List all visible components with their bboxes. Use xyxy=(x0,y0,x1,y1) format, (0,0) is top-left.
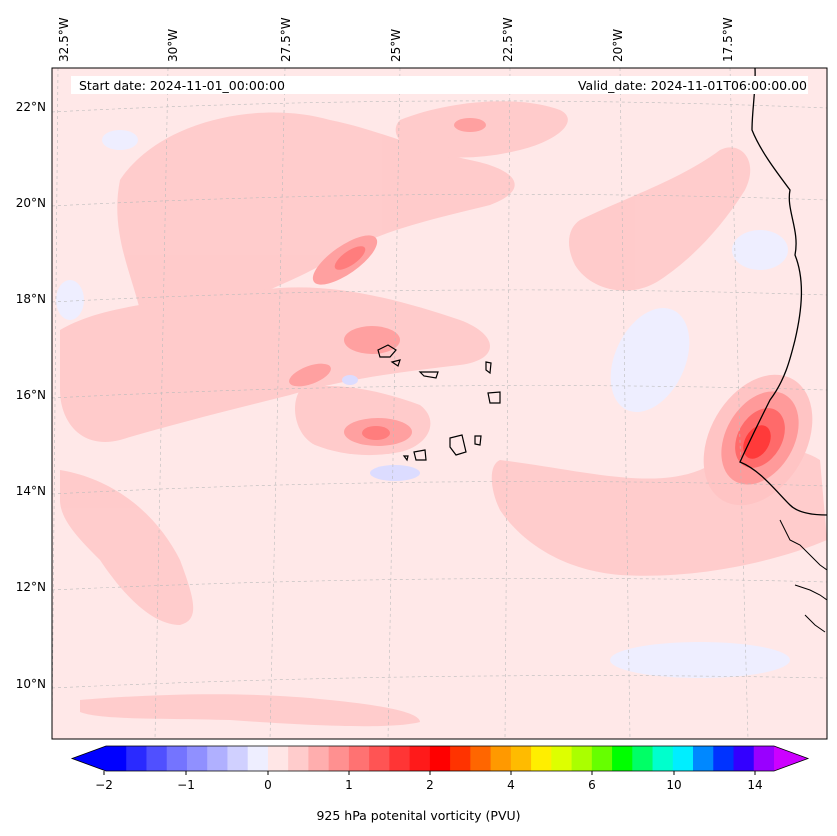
colorbar-segment xyxy=(146,746,168,771)
colorbar-segment xyxy=(186,746,208,771)
colorbar-segment xyxy=(227,746,249,771)
lat-label: 12°N xyxy=(16,580,46,594)
colorbar-segment xyxy=(389,746,411,771)
lat-label: 18°N xyxy=(16,292,46,306)
colorbar-tick-label: 6 xyxy=(588,778,596,792)
colorbar-under-arrow xyxy=(72,746,106,771)
colorbar-segment xyxy=(713,746,735,771)
africa-coastline xyxy=(739,68,827,516)
lat-label: 16°N xyxy=(16,388,46,402)
colorbar-ticks: −2 −1 0 1 2 4 6 10 14 xyxy=(95,771,763,792)
colorbar-tick-label: −1 xyxy=(177,778,195,792)
lat-label: 22°N xyxy=(16,100,46,114)
colorbar-tick-label: 0 xyxy=(264,778,272,792)
lon-label: 27.5°W xyxy=(279,17,293,62)
colorbar-segment xyxy=(348,746,370,771)
colorbar-segment xyxy=(591,746,613,771)
colorbar-tick-label: 4 xyxy=(507,778,515,792)
colorbar-over-arrow xyxy=(774,746,808,771)
colorbar-segment xyxy=(247,746,269,771)
colorbar-segment xyxy=(753,746,775,771)
colorbar-segment xyxy=(733,746,755,771)
lon-label: 25°W xyxy=(389,29,403,62)
start-date-label: Start date: 2024-11-01_00:00:00 xyxy=(79,78,285,93)
colorbar-segment xyxy=(632,746,654,771)
lat-label: 20°N xyxy=(16,196,46,210)
colorbar-segment xyxy=(531,746,552,771)
colorbar-segment xyxy=(328,746,350,771)
lon-label: 32.5°W xyxy=(57,17,71,62)
colorbar-segment xyxy=(267,746,289,771)
colorbar-tick-label: 14 xyxy=(747,778,762,792)
colorbar-segment xyxy=(369,746,390,771)
colorbar-tick-label: −2 xyxy=(95,778,113,792)
colorbar-segment xyxy=(166,746,188,771)
colorbar xyxy=(70,745,810,772)
colorbar-segment xyxy=(126,746,148,771)
colorbar-tick-label: 1 xyxy=(345,778,353,792)
colorbar-segment xyxy=(308,746,330,771)
colorbar-segment xyxy=(693,746,714,771)
colorbar-title: 925 hPa potenital vorticity (PVU) xyxy=(316,808,521,823)
colorbar-segment xyxy=(571,746,593,771)
colorbar-segment xyxy=(429,746,451,771)
colorbar-outline xyxy=(70,745,810,772)
latitude-labels: 22°N 20°N 18°N 16°N 14°N 12°N 10°N xyxy=(16,100,46,691)
colorbar-segment xyxy=(106,746,127,771)
longitude-labels: 32.5°W 30°W 27.5°W 25°W 22.5°W 20°W 17.5… xyxy=(57,17,735,62)
colorbar-tick-label: 2 xyxy=(426,778,434,792)
pv-contours xyxy=(52,68,827,739)
colorbar-tick-label: 10 xyxy=(666,778,681,792)
colorbar-segment xyxy=(551,746,573,771)
colorbar-segment xyxy=(409,746,431,771)
lon-label: 20°W xyxy=(611,29,625,62)
colorbar-segment xyxy=(652,746,674,771)
colorbar-segment xyxy=(490,746,512,771)
lat-label: 14°N xyxy=(16,484,46,498)
cape-verde-islands xyxy=(377,344,501,462)
colorbar-segment xyxy=(672,746,694,771)
lon-label: 17.5°W xyxy=(721,17,735,62)
lat-label: 10°N xyxy=(16,677,46,691)
colorbar-segment xyxy=(470,746,492,771)
colorbar-segment xyxy=(450,746,471,771)
valid-date-label: Valid_date: 2024-11-01T06:00:00.00 xyxy=(577,78,807,93)
colorbar-segment xyxy=(207,746,229,771)
colorbar-segment xyxy=(510,746,532,771)
colorbar-segment xyxy=(612,746,633,771)
lon-label: 22.5°W xyxy=(501,17,515,62)
header-box xyxy=(71,76,808,94)
colorbar-segment xyxy=(288,746,310,771)
lon-label: 30°W xyxy=(166,29,180,62)
